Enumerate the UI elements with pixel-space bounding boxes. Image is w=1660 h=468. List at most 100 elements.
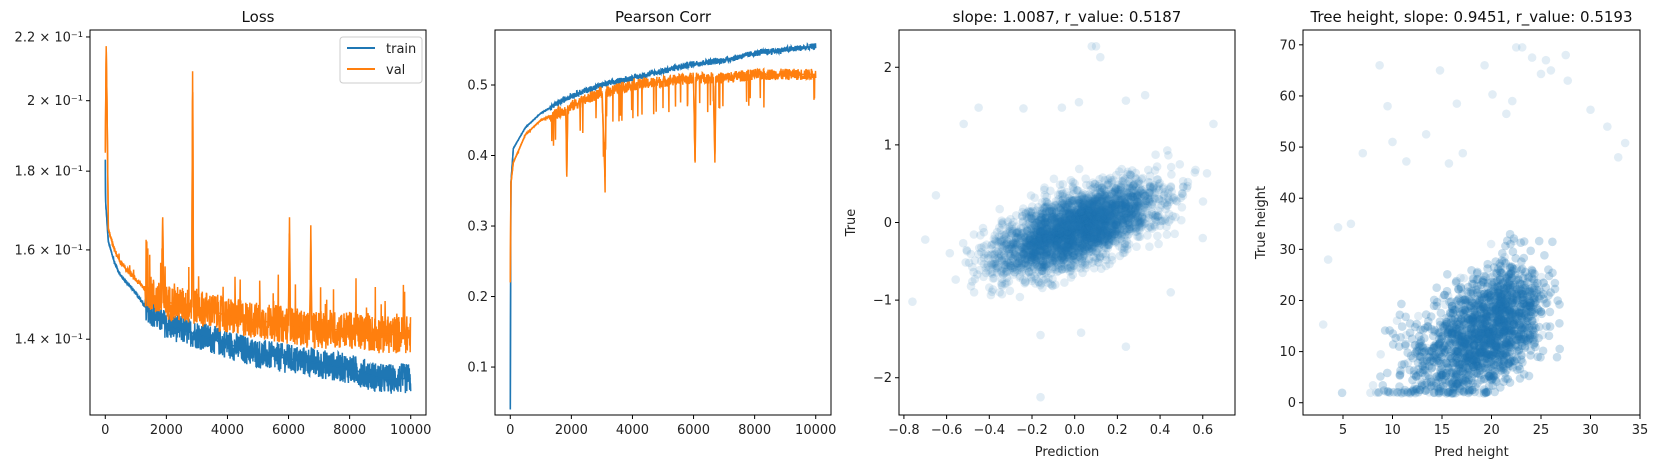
scatter-point (1012, 222, 1021, 231)
scatter-point (1124, 177, 1133, 187)
scatter-point (1062, 257, 1072, 266)
scatter-point (1102, 229, 1111, 239)
scatter-point (1064, 210, 1074, 219)
scatter-point (1107, 201, 1117, 211)
scatter-point (1017, 258, 1026, 268)
scatter-point (1101, 201, 1111, 210)
scatter-point (1063, 240, 1073, 250)
scatter-point (987, 240, 997, 249)
scatter-point (1118, 177, 1127, 187)
scatter-point (1111, 211, 1120, 220)
scatter-point (1010, 267, 1019, 277)
scatter-point (1132, 199, 1142, 209)
scatter-point (1023, 251, 1033, 260)
scatter-point (977, 256, 986, 266)
scatter-point (1020, 245, 1030, 254)
scatter-point (1079, 212, 1088, 222)
scatter-point (1091, 197, 1101, 206)
scatter-point (1085, 239, 1094, 248)
scatter-point (1036, 217, 1046, 227)
scatter-point (1109, 175, 1118, 185)
scatter-point (1088, 214, 1097, 223)
scatter-point (1111, 183, 1121, 193)
y-tick-label: 1.6 × 10⁻¹ (15, 243, 83, 258)
scatter-point (1015, 256, 1025, 266)
scatter-point (1126, 211, 1136, 220)
scatter-point (1150, 188, 1159, 198)
scatter-point (1120, 198, 1129, 207)
scatter-point (1036, 259, 1046, 269)
scatter-point (1094, 243, 1104, 253)
scatter-point (1004, 246, 1014, 256)
scatter-point (1051, 234, 1061, 244)
scatter-point (1031, 237, 1040, 246)
scatter-point (1093, 215, 1103, 224)
scatter-point (1154, 239, 1163, 249)
scatter-point (1017, 242, 1027, 252)
scatter-point (1042, 251, 1052, 260)
scatter-point (1067, 208, 1076, 218)
scatter-point (1045, 204, 1054, 214)
scatter-point (1154, 211, 1164, 220)
scatter-point (1018, 217, 1028, 227)
scatter-point (1097, 209, 1106, 218)
scatter-point (1057, 253, 1067, 262)
scatter-point (992, 227, 1002, 237)
scatter-point (1082, 235, 1092, 244)
scatter-point (1128, 192, 1137, 202)
scatter-point (1049, 223, 1058, 233)
scatter-point (1069, 214, 1078, 224)
scatter-point (1135, 217, 1144, 227)
scatter-point (1127, 184, 1137, 194)
scatter-point (1027, 252, 1037, 262)
scatter-point (1058, 233, 1067, 242)
scatter-point (1067, 227, 1076, 236)
scatter-point (1075, 216, 1084, 225)
scatter-point (991, 261, 1000, 271)
scatter-point (987, 241, 996, 250)
scatter-point (1140, 90, 1150, 100)
scatter-point (1164, 151, 1173, 160)
scatter-point (1053, 220, 1062, 229)
scatter-point (1076, 235, 1086, 245)
scatter-point (1093, 204, 1103, 214)
scatter-point (1018, 207, 1027, 217)
scatter-point (1105, 199, 1115, 209)
scatter-point (1017, 252, 1027, 261)
scatter-point (1060, 248, 1070, 258)
scatter-point (1123, 244, 1132, 254)
scatter-point (1096, 215, 1106, 224)
scatter-point (1022, 269, 1031, 278)
scatter-point (1050, 256, 1060, 266)
scatter-point (1082, 210, 1092, 220)
scatter-point (1084, 217, 1094, 226)
scatter-point (1097, 206, 1107, 215)
scatter-point (1012, 259, 1022, 268)
scatter-point (1031, 228, 1040, 237)
scatter-point (1006, 240, 1015, 250)
scatter-point (1068, 222, 1077, 232)
scatter-point (1080, 236, 1090, 245)
scatter-point (1097, 235, 1106, 245)
scatter-point (1094, 212, 1103, 222)
y-tick-label: 2 (884, 61, 892, 76)
scatter-point (1104, 240, 1113, 250)
scatter-point (1037, 263, 1047, 272)
scatter-point (1091, 227, 1101, 236)
scatter-point (1124, 210, 1134, 220)
scatter-point (1107, 208, 1117, 218)
scatter-point (1054, 221, 1064, 230)
scatter-point (1074, 224, 1083, 234)
scatter-point (1023, 226, 1032, 235)
scatter-point (1013, 233, 1022, 242)
scatter-point (1037, 262, 1046, 272)
scatter-point (1038, 263, 1048, 273)
scatter-point (1123, 231, 1132, 240)
scatter-point (1037, 223, 1047, 233)
scatter-point (1152, 162, 1162, 171)
scatter-point (1081, 223, 1091, 233)
scatter-point (1080, 220, 1089, 229)
scatter-point (1076, 199, 1085, 209)
scatter-point (1115, 204, 1124, 213)
scatter-point (1083, 216, 1093, 226)
